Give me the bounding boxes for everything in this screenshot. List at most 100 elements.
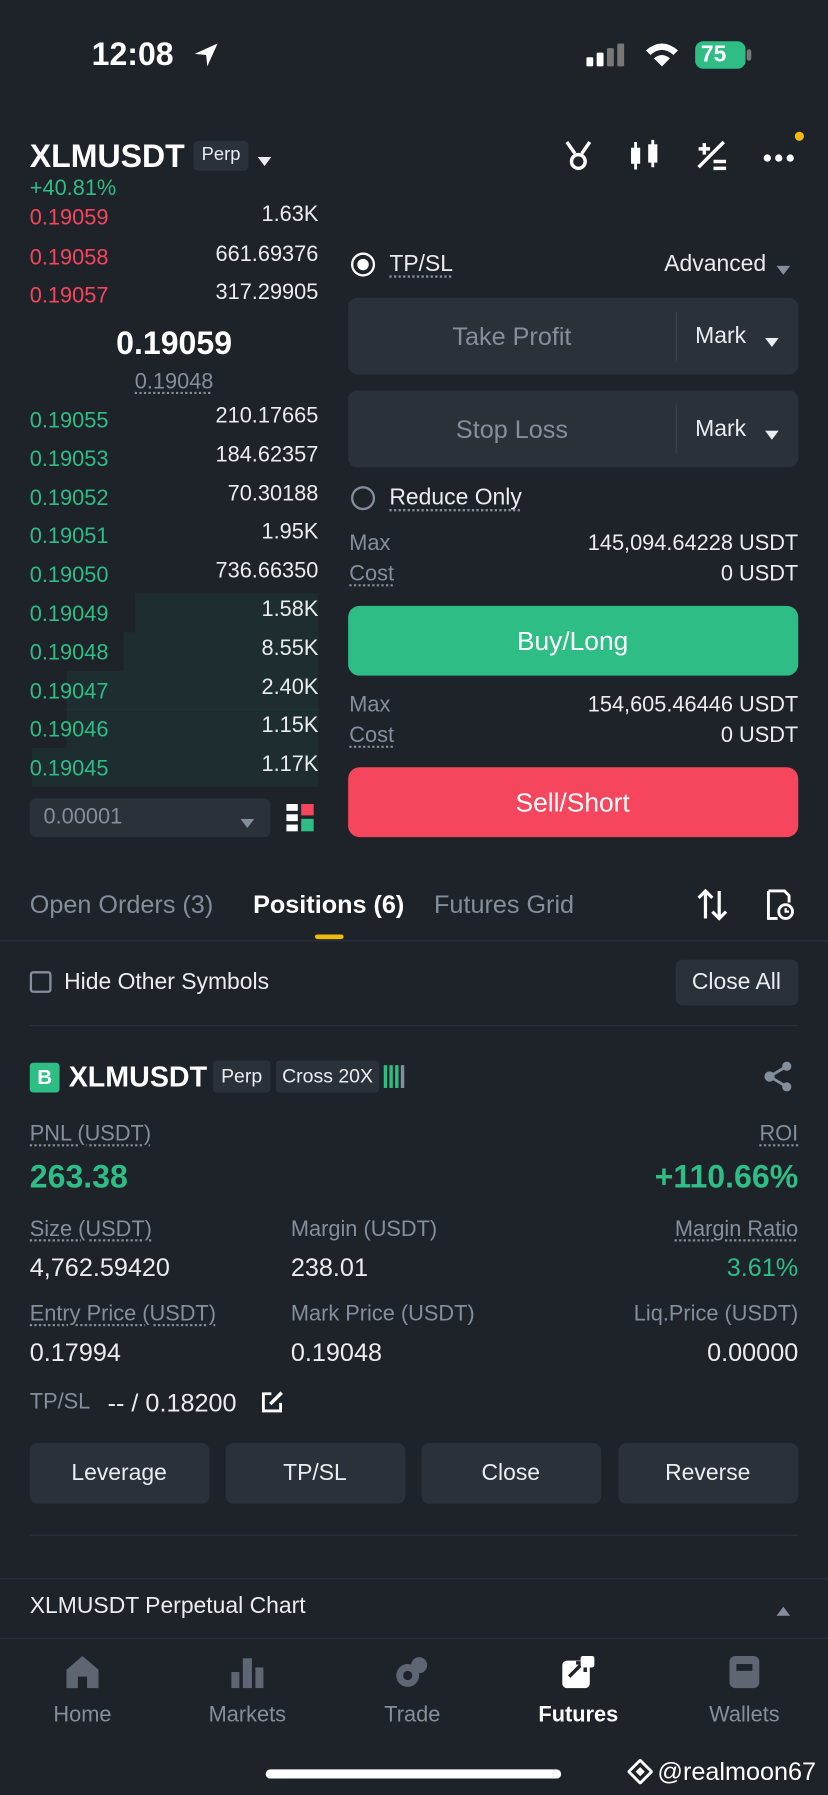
caret <box>776 260 791 275</box>
depth-bar <box>66 670 319 710</box>
perp-label: Perp <box>201 145 241 165</box>
bid-price: 0.19049 <box>29 602 109 627</box>
max-value: 154,605.46446 USDT <box>587 692 799 718</box>
precision-select[interactable] <box>29 798 271 838</box>
bid-amount: 2.40K <box>261 675 319 700</box>
header-icon-calc[interactable] <box>696 140 728 172</box>
mark-price: 0.19048 <box>134 369 214 395</box>
nav-label[interactable]: Trade <box>384 1703 441 1728</box>
stop_loss-placeholder: Stop Loss <box>455 414 568 444</box>
input-divider <box>675 311 677 361</box>
edit-tpsl-icon[interactable] <box>261 1390 284 1413</box>
position-action-button[interactable] <box>29 1442 210 1504</box>
caret <box>765 425 779 440</box>
watermark: @realmoon67 <box>657 1757 817 1786</box>
reduce-only-radio-svg <box>351 486 376 511</box>
cost-label: Cost <box>349 723 395 748</box>
sell-button[interactable] <box>348 767 799 838</box>
position-action-label: Leverage <box>71 1460 167 1486</box>
buy-button[interactable] <box>348 605 799 676</box>
field-label: Mark Price (USDT) <box>290 1302 475 1327</box>
nav-icon-svg <box>231 1658 264 1689</box>
position-symbol: XLMUSDT <box>68 1061 208 1094</box>
header-icon-chart-svg <box>631 139 658 170</box>
home-indicator <box>265 1769 562 1779</box>
position-action-label: Reverse <box>665 1460 751 1486</box>
chart-bar-caret-svg <box>776 1606 791 1616</box>
nav-icon[interactable] <box>726 1654 763 1691</box>
price-change: +40.81% <box>29 176 117 201</box>
tab[interactable]: Futures Grid <box>434 890 575 919</box>
margin-mode-badge <box>276 1060 380 1093</box>
side-label: B <box>37 1065 53 1089</box>
chart-bar[interactable] <box>0 1578 828 1638</box>
header-icon-chart[interactable] <box>628 139 662 172</box>
advanced-select[interactable]: Advanced <box>664 251 767 277</box>
position-action-label: TP/SL <box>283 1460 347 1486</box>
edit-tpsl-icon-svg <box>261 1391 283 1413</box>
position-action-button[interactable] <box>618 1442 799 1504</box>
nav-icon[interactable] <box>394 1654 431 1691</box>
tab[interactable]: Positions (6) <box>253 890 405 919</box>
nav-icon[interactable] <box>229 1654 266 1691</box>
nav-icon[interactable] <box>560 1654 597 1691</box>
field-label: Liq.Price (USDT) <box>633 1302 799 1327</box>
bid-amount: 210.17665 <box>215 404 319 429</box>
max-value: 145,094.64228 USDT <box>587 531 799 556</box>
roi-value: +110.66% <box>654 1158 799 1195</box>
tpsl-label: TP/SL <box>29 1390 91 1415</box>
bid-amount: 1.58K <box>261 597 319 622</box>
caret <box>240 813 255 829</box>
chart-bar-label: XLMUSDT Perpetual Chart <box>29 1593 306 1619</box>
bid-amount: 184.62357 <box>215 443 319 468</box>
stop_loss-input[interactable] <box>348 390 799 468</box>
position-action-button[interactable] <box>421 1442 602 1504</box>
caret-svg <box>257 156 272 167</box>
take_profit-input[interactable] <box>348 297 799 375</box>
share-icon-svg <box>764 1061 792 1092</box>
share-icon[interactable] <box>763 1060 795 1092</box>
bid-price: 0.19055 <box>29 408 109 433</box>
depth-bar <box>135 593 319 633</box>
nav-label[interactable]: Home <box>53 1703 112 1728</box>
field-label: Margin (USDT) <box>290 1217 438 1242</box>
sort-icon[interactable] <box>696 888 728 921</box>
bid-price: 0.19052 <box>29 486 109 511</box>
position-action-label: Close <box>481 1460 541 1486</box>
close-all-label: Close All <box>691 969 781 995</box>
close-all-button[interactable] <box>675 959 799 1006</box>
position-action-button[interactable] <box>225 1442 406 1504</box>
location-icon-svg <box>194 43 218 67</box>
ask-price: 0.19059 <box>29 206 109 231</box>
caret <box>765 332 779 348</box>
field-value: 238.01 <box>290 1253 368 1282</box>
bid-price: 0.19047 <box>29 679 109 704</box>
watermark-logo <box>626 1758 654 1786</box>
reduce-only-label: Reduce Only <box>389 485 522 511</box>
signal-icon-svg <box>586 43 625 67</box>
field-label: Size (USDT) <box>29 1217 152 1242</box>
header-icon-a[interactable] <box>563 140 593 172</box>
bid-price: 0.19048 <box>29 641 109 666</box>
tpsl-radio[interactable] <box>350 252 376 277</box>
nav-label[interactable]: Wallets <box>709 1703 780 1728</box>
tpsl-label: TP/SL <box>389 251 454 277</box>
bid-amount: 70.30188 <box>227 481 319 506</box>
history-icon[interactable] <box>765 889 795 921</box>
book-layout-icon[interactable] <box>286 803 314 832</box>
symbol[interactable]: XLMUSDT <box>29 138 185 174</box>
nav-label[interactable]: Futures <box>538 1703 619 1728</box>
sell-button-label: Sell/Short <box>515 787 630 818</box>
field-label: Entry Price (USDT) <box>29 1302 216 1327</box>
stop_loss-type: Mark <box>695 416 747 442</box>
nav-label[interactable]: Markets <box>208 1703 287 1728</box>
depth-bar <box>66 709 319 749</box>
hide-checkbox[interactable] <box>29 971 52 993</box>
tab[interactable]: Open Orders (3) <box>29 890 214 919</box>
bid-amount: 736.66350 <box>215 559 319 584</box>
nav-icon[interactable] <box>64 1654 101 1691</box>
reduce-only-radio[interactable] <box>350 486 376 511</box>
header-icon-more[interactable] <box>763 149 795 162</box>
depth-bar <box>123 631 319 671</box>
